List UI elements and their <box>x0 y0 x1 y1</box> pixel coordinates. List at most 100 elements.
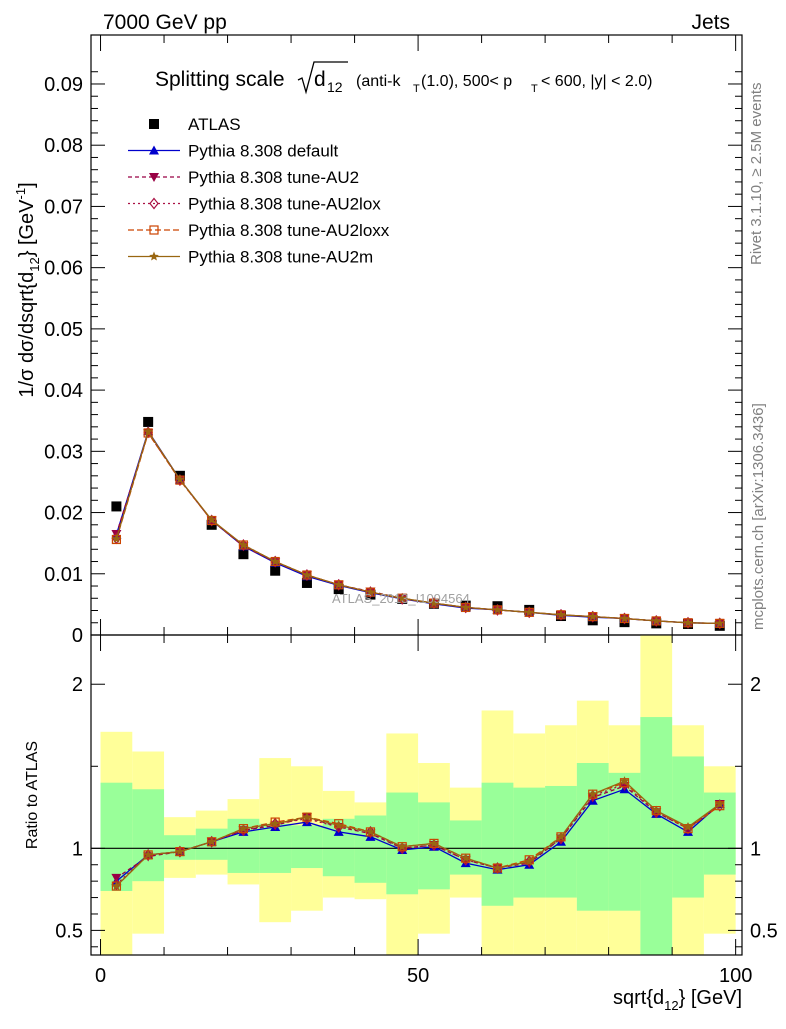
chart-title-part-2-sub: T <box>531 83 538 95</box>
legend-marker <box>149 119 159 129</box>
main-ytick-label: 0.05 <box>44 319 83 341</box>
legend-label: ATLAS <box>188 115 241 134</box>
uncertainty-band-inner <box>640 717 673 955</box>
ratio-ytick-label-right: 2 <box>750 674 761 696</box>
chart-title-part-1-sub: T <box>413 83 420 95</box>
data-point <box>111 533 122 543</box>
ratio-series-4 <box>111 776 725 891</box>
ratio-data-point <box>397 841 407 851</box>
data-point <box>556 609 566 619</box>
data-point <box>365 587 376 597</box>
ratio-data-point <box>175 846 185 856</box>
xtick-label: 0 <box>95 965 106 987</box>
legend-label: Pythia 8.308 tune-AU2loxx <box>188 221 390 240</box>
ratio-data-point <box>492 863 503 873</box>
ratio-data-point <box>111 873 122 883</box>
data-point <box>429 598 439 608</box>
header-process-label: 7000 GeV pp <box>103 11 227 34</box>
ratio-data-point <box>365 826 376 836</box>
legend: ATLAS Pythia 8.308 default Pythia 8.308 tu… <box>128 115 390 267</box>
data-point <box>333 579 344 589</box>
x-axis-label: sqrt{d12} [GeV] <box>613 987 742 1013</box>
data-point <box>715 618 725 628</box>
ratio-data-point <box>683 822 693 831</box>
xlabel-part-c: } [GeV] <box>679 987 742 1009</box>
legend-item: Pythia 8.308 default <box>128 142 339 161</box>
xlabel-part-a: sqrt{d <box>613 987 664 1009</box>
ratio-ytick-label: 1 <box>72 838 83 860</box>
uncertainty-band-inner <box>513 787 546 898</box>
ratio-series-line <box>115 780 721 887</box>
ratio-panel-frame <box>90 634 743 956</box>
sqrt-symbol <box>297 61 348 95</box>
legend-marker <box>149 173 159 182</box>
main-ytick-label: 0.04 <box>44 380 83 402</box>
rivet-version-label: Rivet 3.1.10, ≥ 2.5M events <box>748 83 765 266</box>
legend-item: Pythia 8.308 tune-AU2 <box>128 168 359 187</box>
main-ytick-label: 0.07 <box>44 196 83 218</box>
legend-label: Pythia 8.308 tune-AU2lox <box>188 195 381 214</box>
legend-label: Pythia 8.308 default <box>188 142 339 161</box>
uncertainty-band-inner <box>576 763 609 911</box>
ratio-ytick-label-right: 1 <box>750 838 761 860</box>
main-ytick-label: 0.03 <box>44 441 83 463</box>
ratio-data-point <box>206 836 217 846</box>
ratio-ytick-label: 2 <box>72 674 83 696</box>
ratio-data-point <box>588 789 598 799</box>
main-ytick-label: 0.08 <box>44 135 83 157</box>
ratio-data-point <box>524 855 534 865</box>
legend-item: ATLAS <box>149 115 241 134</box>
ylabel-part-b: 12 <box>27 257 42 271</box>
uncertainty-band-inner <box>481 782 514 906</box>
main-ytick-label: 0 <box>72 625 83 647</box>
data-point <box>270 556 280 566</box>
ratio-series-line <box>116 785 721 879</box>
xlabel-part-b: 12 <box>664 998 678 1013</box>
data-point <box>270 565 281 576</box>
data-point <box>524 607 534 617</box>
main-ytick-label: 0.02 <box>44 503 83 525</box>
series-5 <box>111 426 725 628</box>
data-point <box>397 593 407 603</box>
legend-item: Pythia 8.308 tune-AU2lox <box>128 195 381 214</box>
data-point <box>175 474 185 484</box>
ratio-data-point <box>270 817 280 827</box>
main-ytick-label: 0.09 <box>44 74 83 96</box>
data-point <box>143 416 154 427</box>
ratio-data-point <box>715 799 725 809</box>
legend-marker <box>149 225 159 235</box>
analysis-watermark: ATLAS_2013_I1094564 <box>332 591 470 606</box>
ratio-data-point <box>651 805 661 815</box>
data-point <box>588 611 598 621</box>
data-point <box>651 615 661 625</box>
ratio-data-point <box>556 831 566 841</box>
main-ytick-label: 0.01 <box>44 564 83 586</box>
uncertainty-band-inner <box>354 815 387 883</box>
data-point <box>238 549 249 560</box>
ratio-series-line <box>115 783 721 885</box>
ylabel-part-a: 1/σ dσ/dsqrt{d <box>16 272 38 398</box>
legend-label: Pythia 8.308 tune-AU2m <box>188 248 373 267</box>
chart-title-part-2: (1.0), 500< p <box>421 73 512 90</box>
main-y-axis-label: 1/σ dσ/dsqrt{d12} [GeV-1] <box>13 182 42 397</box>
ylabel-part-e: ] <box>16 182 38 188</box>
data-point <box>302 570 312 579</box>
ratio-data-point <box>238 823 249 833</box>
xtick-label: 50 <box>407 965 429 987</box>
chart-title: Splitting scale d 12 (anti-k T (1.0), 50… <box>155 61 653 95</box>
ratio-y-axis-label: Ratio to ATLAS <box>24 741 41 849</box>
ratio-ytick-label: 0.5 <box>55 920 83 942</box>
ylabel-part-c: } [GeV <box>16 199 38 257</box>
chart-title-sqrt-arg: d <box>314 68 326 91</box>
chart-title-sqrt-sub: 12 <box>327 79 343 95</box>
data-point <box>683 617 693 627</box>
legend-label: Pythia 8.308 tune-AU2 <box>188 168 359 187</box>
ratio-data-point <box>143 849 153 859</box>
ratio-ytick-label-right: 0.5 <box>750 920 778 942</box>
legend-marker <box>149 145 159 155</box>
legend-item: Pythia 8.308 tune-AU2loxx <box>128 221 390 240</box>
ratio-data-point <box>270 818 280 828</box>
legend-marker <box>149 197 159 210</box>
ratio-data-point <box>302 812 312 822</box>
